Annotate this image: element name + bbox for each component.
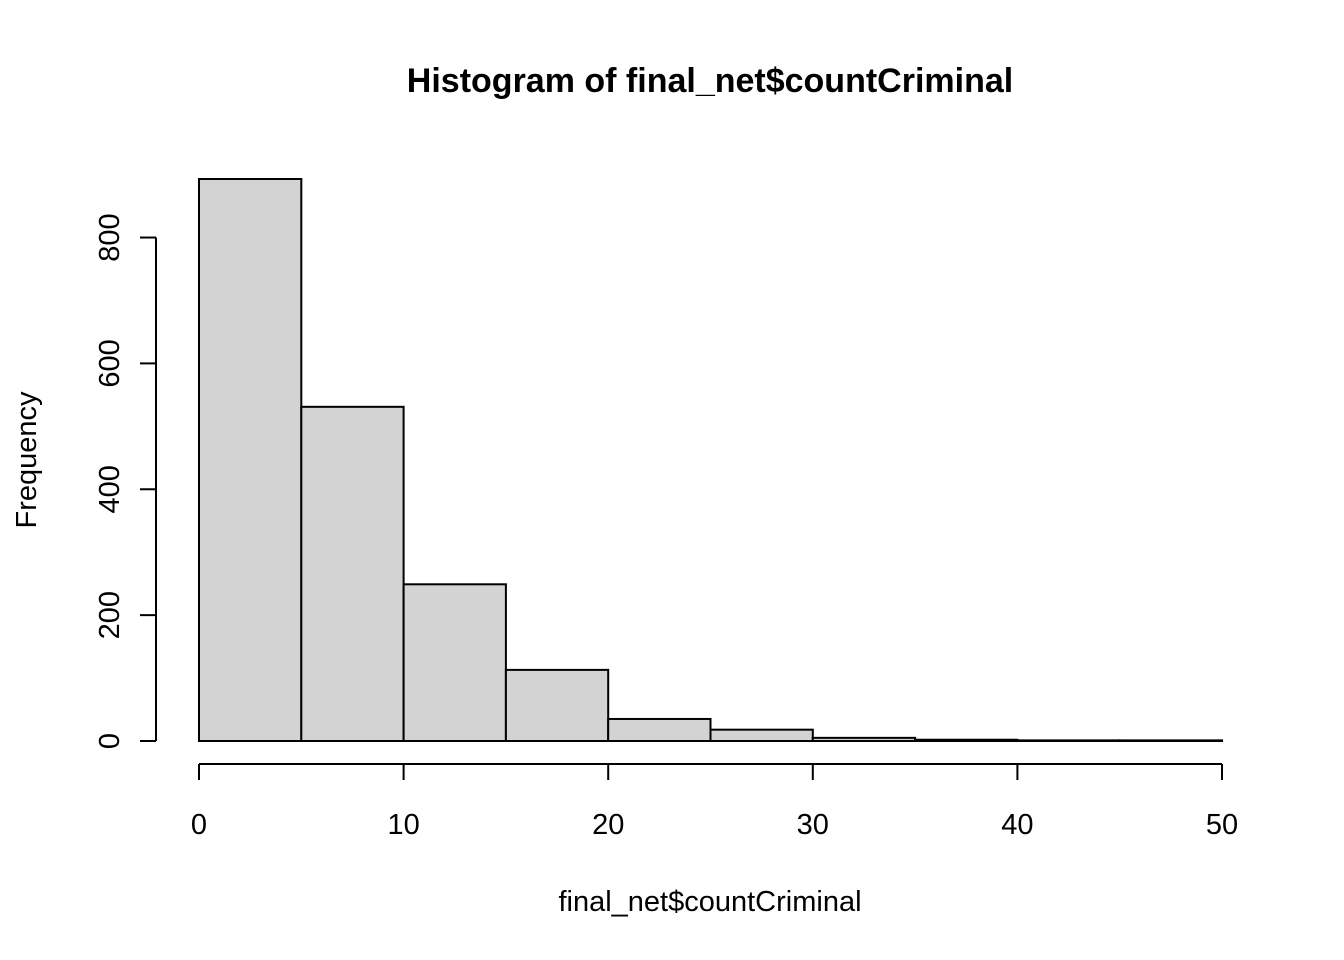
y-axis-label: Frequency (11, 391, 43, 529)
y-tick-label: 0 (94, 733, 126, 749)
histogram-bar-5-10 (300, 405, 405, 742)
bars-group (198, 178, 1223, 743)
histogram-bar-0-5 (198, 178, 303, 742)
histogram-bar-25-30 (709, 728, 814, 742)
x-tick-label: 30 (797, 809, 829, 841)
histogram-bar-20-25 (607, 717, 712, 743)
x-tick-label: 50 (1206, 809, 1238, 841)
chart-title: Histogram of final_net$countCriminal (407, 62, 1013, 100)
histogram-bar-40-45 (1016, 739, 1121, 743)
x-tick-label: 0 (191, 809, 207, 841)
x-tick-label: 10 (387, 809, 419, 841)
x-axis-label: final_net$countCriminal (558, 886, 861, 918)
y-tick-label: 600 (94, 339, 126, 387)
x-axis: 0 10 20 30 40 50 (191, 763, 1238, 841)
histogram-bar-10-15 (402, 583, 507, 742)
x-tick-label: 20 (592, 809, 624, 841)
y-axis: 0 200 400 600 800 (94, 213, 157, 749)
histogram-bar-30-35 (811, 736, 917, 743)
histogram-bar-45-50 (1118, 739, 1223, 743)
x-tick-label: 40 (1001, 809, 1033, 841)
histogram-bar-35-40 (914, 738, 1019, 743)
y-tick-label: 400 (94, 465, 126, 513)
histogram-bar-15-20 (504, 668, 610, 742)
y-tick-label: 200 (94, 591, 126, 639)
y-tick-label: 800 (94, 213, 126, 261)
